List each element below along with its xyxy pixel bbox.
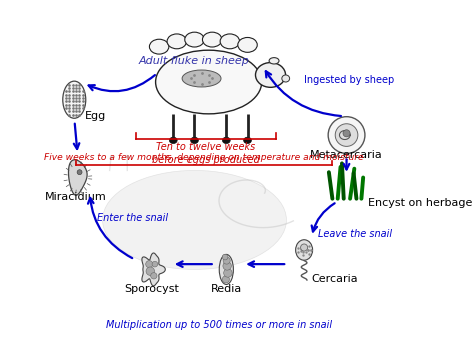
Ellipse shape [169, 137, 177, 143]
Ellipse shape [296, 240, 312, 260]
Circle shape [152, 261, 158, 267]
Ellipse shape [220, 34, 239, 49]
Circle shape [223, 257, 230, 264]
Text: Metacercaria: Metacercaria [310, 150, 383, 160]
Ellipse shape [282, 75, 290, 82]
Ellipse shape [269, 58, 279, 64]
Ellipse shape [167, 34, 187, 49]
Text: Five weeks to a few months, depending on temperature and moisture: Five weeks to a few months, depending on… [44, 153, 364, 162]
Circle shape [222, 276, 229, 283]
Polygon shape [68, 160, 87, 195]
Circle shape [224, 269, 232, 277]
Ellipse shape [185, 32, 204, 47]
Circle shape [335, 124, 358, 146]
Ellipse shape [155, 50, 262, 114]
Text: Ingested by sheep: Ingested by sheep [304, 75, 394, 85]
Ellipse shape [149, 39, 169, 54]
Circle shape [77, 170, 82, 175]
Text: Cercaria: Cercaria [311, 274, 358, 284]
Ellipse shape [222, 137, 230, 143]
Text: Leave the snail: Leave the snail [318, 229, 392, 239]
Text: Miracidium: Miracidium [45, 192, 107, 202]
Ellipse shape [255, 62, 285, 87]
Ellipse shape [219, 255, 233, 284]
Ellipse shape [191, 137, 199, 143]
Text: Redia: Redia [211, 284, 242, 294]
Circle shape [146, 267, 155, 275]
Circle shape [301, 244, 308, 251]
Text: Egg: Egg [85, 111, 106, 121]
Ellipse shape [102, 170, 286, 269]
Text: Enter the snail: Enter the snail [97, 213, 168, 223]
Text: Multiplication up to 500 times or more in snail: Multiplication up to 500 times or more i… [106, 320, 332, 330]
Ellipse shape [202, 32, 222, 47]
Text: Ten to twelve weeks
before eggs produced: Ten to twelve weeks before eggs produced [152, 142, 260, 164]
Circle shape [222, 254, 228, 260]
Text: Sporocyst: Sporocyst [125, 284, 180, 294]
Ellipse shape [63, 81, 86, 118]
Circle shape [223, 262, 231, 270]
Circle shape [151, 273, 157, 279]
Circle shape [146, 261, 153, 268]
Ellipse shape [182, 70, 221, 87]
Ellipse shape [244, 137, 251, 143]
Circle shape [343, 130, 350, 137]
Text: Encyst on herbage: Encyst on herbage [368, 198, 472, 208]
Text: Adult fluke in sheep: Adult fluke in sheep [139, 56, 250, 66]
Ellipse shape [238, 38, 257, 52]
Circle shape [328, 117, 365, 153]
Polygon shape [142, 253, 165, 286]
